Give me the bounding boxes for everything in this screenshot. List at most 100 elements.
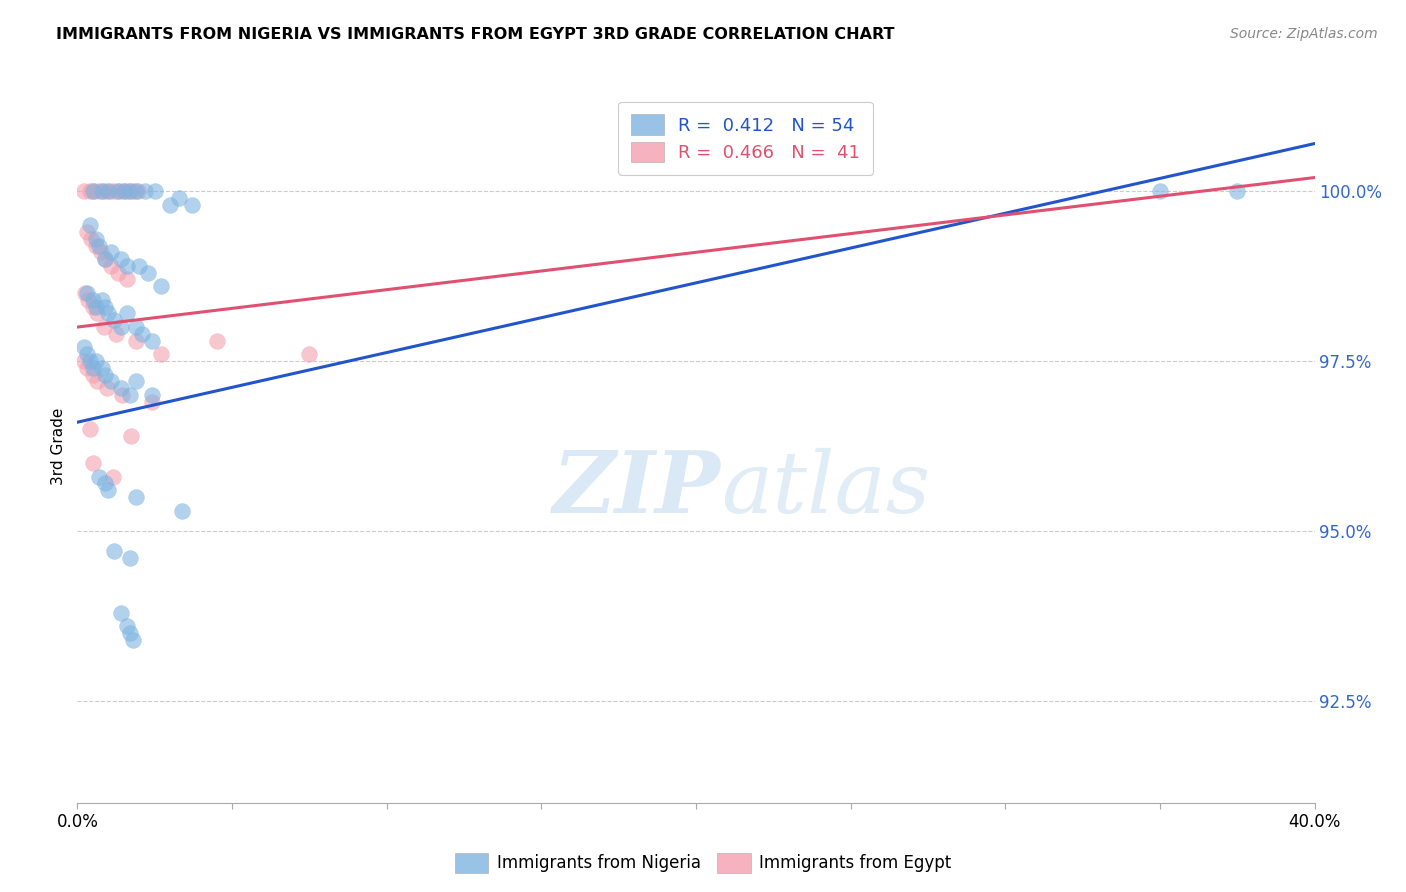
Point [86,306,108,320]
Point [83,184,105,198]
Point [97,184,120,198]
Point [141,334,163,348]
Point [115,259,138,273]
Point [169,191,191,205]
Point [125,490,148,504]
Point [79,184,101,198]
Point [91,360,114,375]
Point [118,626,141,640]
Point [76,286,98,301]
Point [1149,184,1171,198]
Point [110,252,132,266]
Legend: R =  0.412   N = 54, R =  0.466   N =  41: R = 0.412 N = 54, R = 0.466 N = 41 [619,102,873,175]
Point [94,252,117,266]
Point [100,375,122,389]
Point [86,375,108,389]
Point [118,551,141,566]
Point [100,245,122,260]
Point [91,293,114,307]
Point [87,238,110,252]
Point [84,238,107,252]
Point [94,476,117,491]
Point [115,272,138,286]
Point [82,300,104,314]
Point [103,544,125,558]
Point [110,381,132,395]
Point [143,184,166,198]
Point [111,388,134,402]
Point [149,347,172,361]
Point [94,368,117,382]
Point [91,184,114,198]
Point [138,266,160,280]
Point [103,313,125,327]
Point [117,184,139,198]
Point [76,347,98,361]
Point [94,252,117,266]
Point [125,375,148,389]
Point [72,341,94,355]
Point [122,184,145,198]
Point [72,354,94,368]
Point [205,334,228,348]
Point [121,429,143,443]
Point [122,632,145,647]
Point [115,619,138,633]
Point [80,232,103,246]
Point [82,184,104,198]
Point [77,293,100,307]
Point [108,184,131,198]
Point [141,394,163,409]
Point [110,606,132,620]
Point [75,286,96,301]
Point [93,184,115,198]
Point [101,469,124,483]
Point [82,368,104,382]
Point [118,184,141,198]
Point [141,388,163,402]
Point [125,184,148,198]
Point [298,347,321,361]
Point [1226,184,1249,198]
Point [110,320,132,334]
Point [159,198,181,212]
Point [82,360,104,375]
Point [94,300,117,314]
Point [87,184,110,198]
Point [72,184,94,198]
Point [84,300,107,314]
Point [115,306,138,320]
Text: atlas: atlas [721,448,929,530]
Point [76,225,98,239]
Point [134,184,156,198]
Point [103,184,125,198]
Point [107,184,129,198]
Point [112,184,135,198]
Text: ZIP: ZIP [553,447,721,531]
Point [131,326,153,341]
Point [79,354,101,368]
Point [125,320,148,334]
Point [118,388,141,402]
Point [100,259,122,273]
Point [127,184,149,198]
Point [87,469,110,483]
Point [172,503,194,517]
Point [82,293,104,307]
Point [112,184,135,198]
Point [98,184,121,198]
Point [149,279,172,293]
Point [180,198,202,212]
Y-axis label: 3rd Grade: 3rd Grade [51,408,66,484]
Point [79,218,101,232]
Point [128,259,150,273]
Text: Source: ZipAtlas.com: Source: ZipAtlas.com [1230,27,1378,41]
Legend: Immigrants from Nigeria, Immigrants from Egypt: Immigrants from Nigeria, Immigrants from… [449,847,957,880]
Point [96,381,118,395]
Point [84,354,107,368]
Point [90,245,111,260]
Point [79,422,101,436]
Point [84,232,107,246]
Point [76,360,98,375]
Point [82,456,104,470]
